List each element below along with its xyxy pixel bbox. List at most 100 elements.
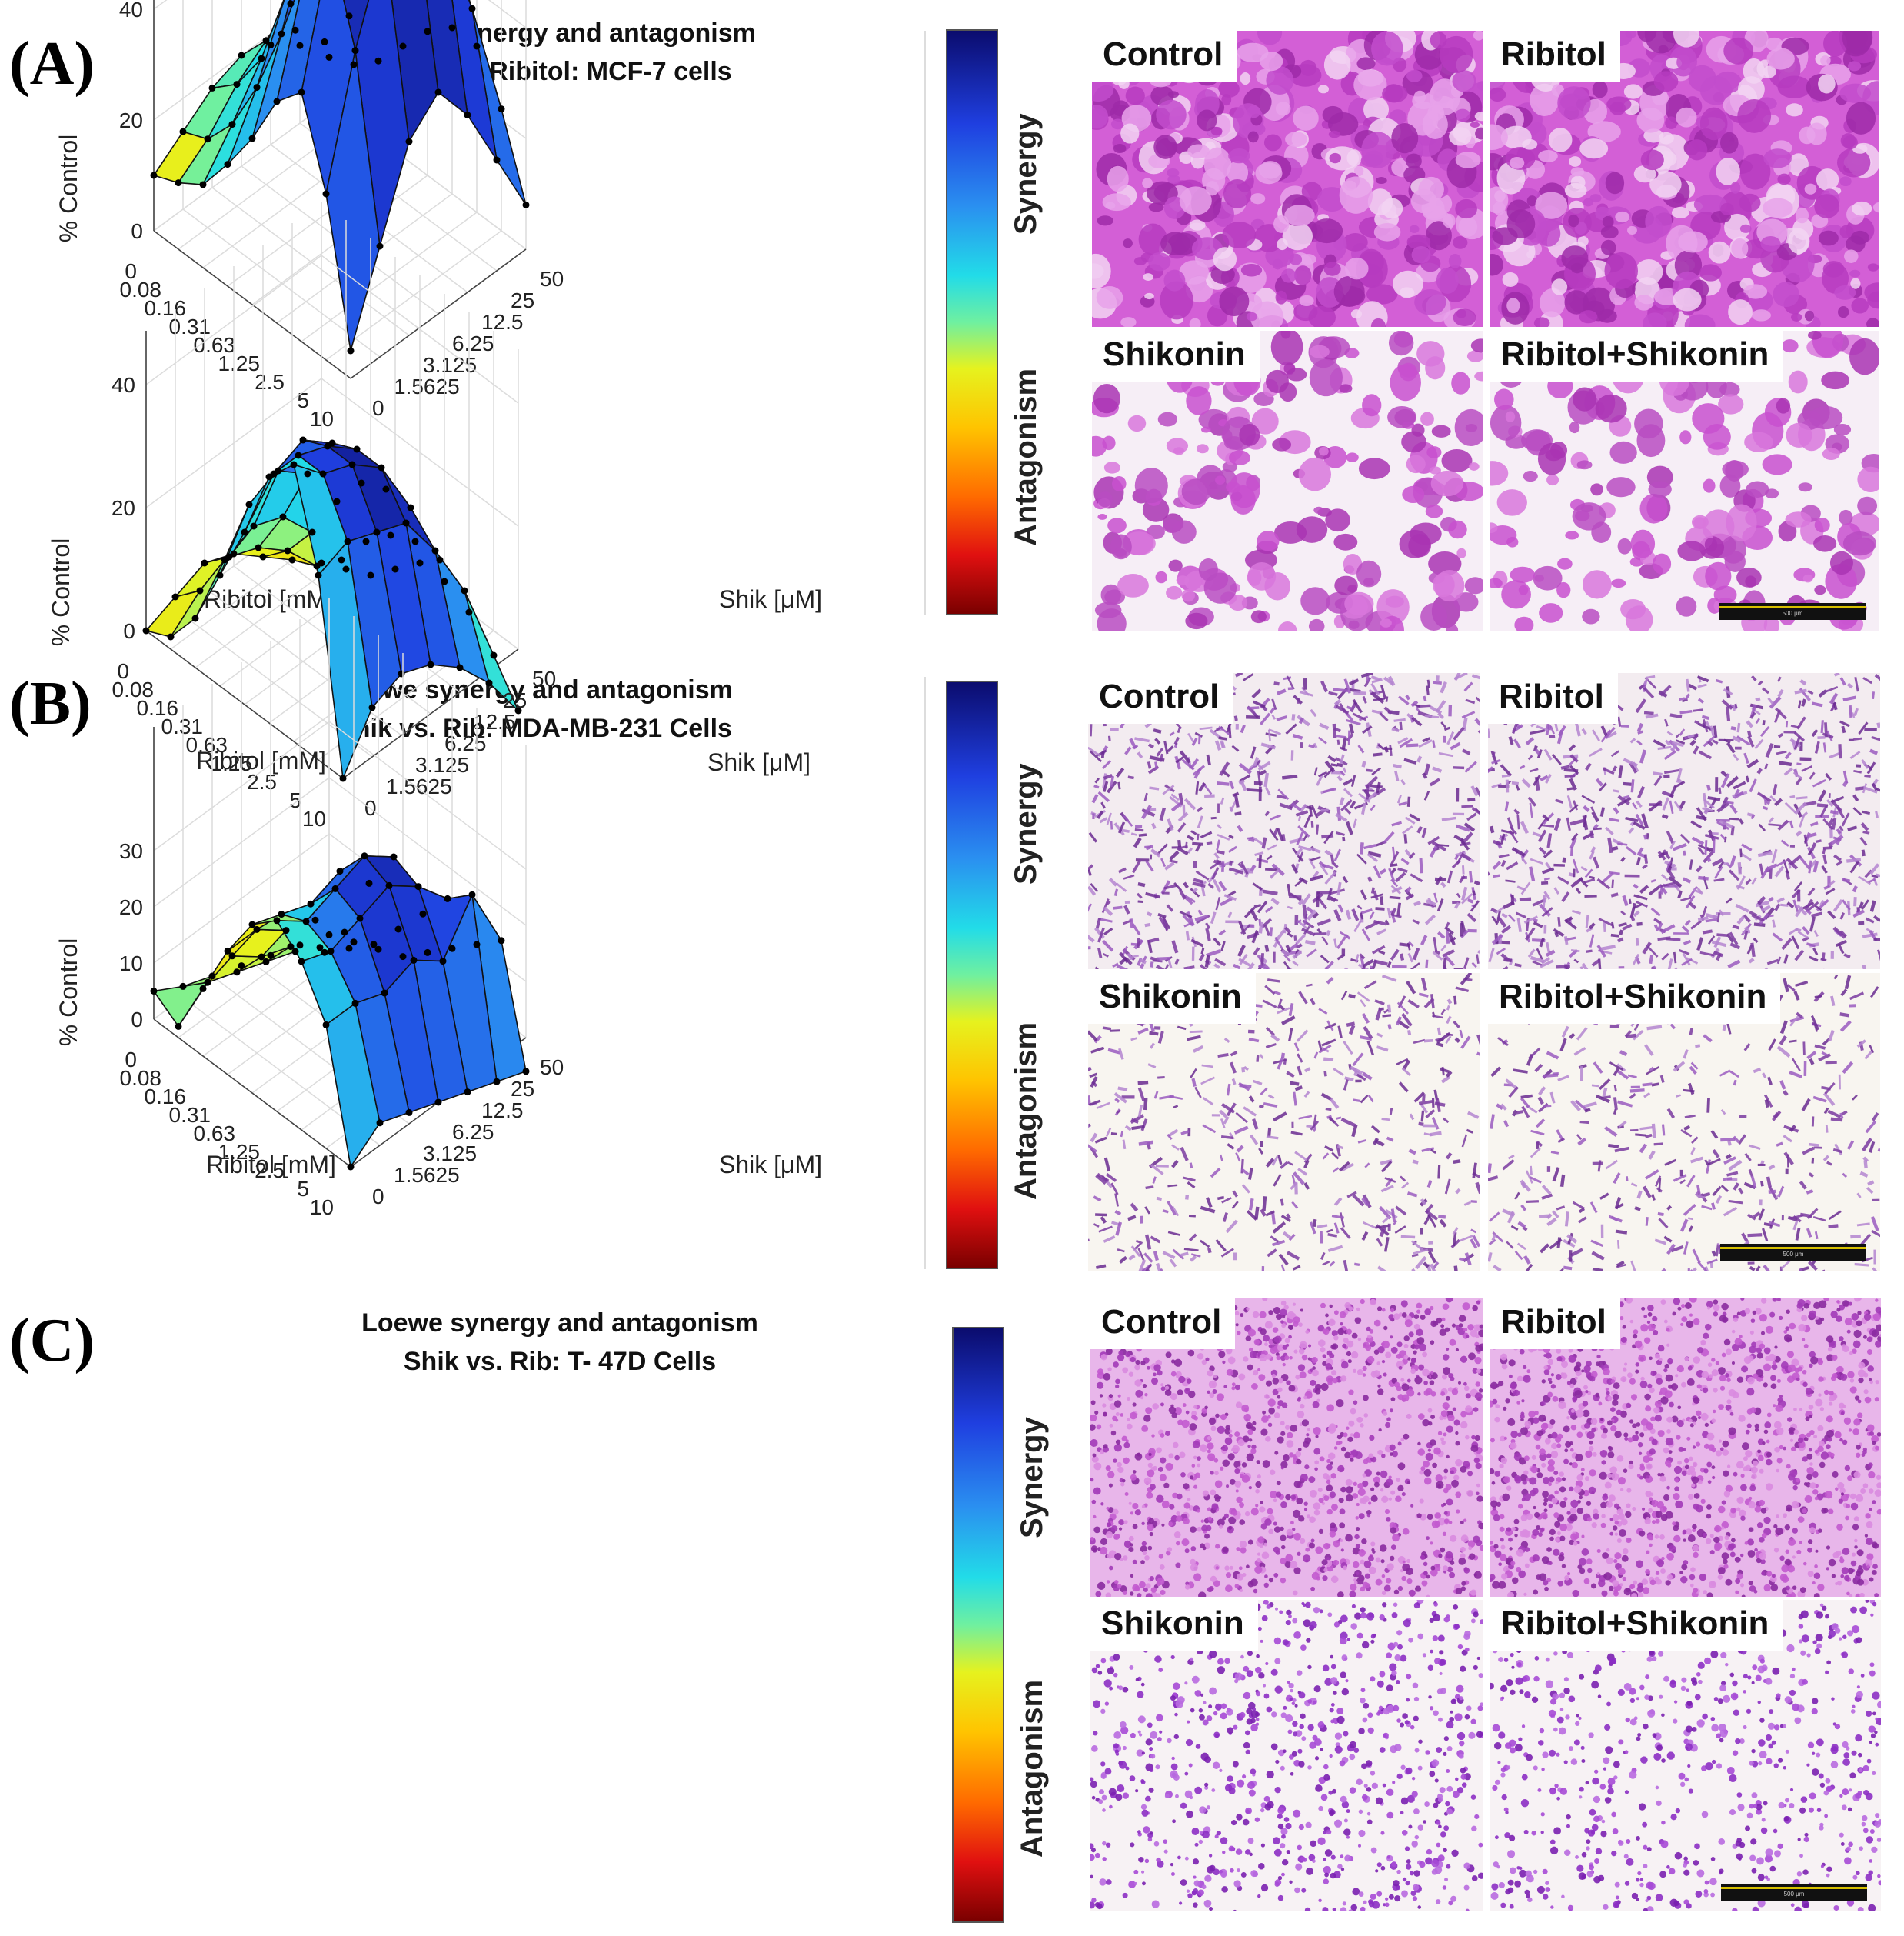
cell: [1247, 1539, 1253, 1545]
cell: [1466, 898, 1474, 904]
cell: [1730, 182, 1741, 194]
cell: [1702, 807, 1713, 812]
cell: [1336, 735, 1346, 738]
cell: [1871, 782, 1878, 791]
cell: [1830, 951, 1834, 959]
cell: [1780, 903, 1789, 907]
scale-bar-label: 500 μm: [1783, 1251, 1804, 1258]
cell: [1762, 805, 1769, 811]
cell: [1370, 682, 1380, 696]
cell: [1343, 1040, 1353, 1055]
cell: [1413, 1038, 1426, 1045]
cell: [1779, 761, 1792, 767]
cell: [1589, 934, 1595, 948]
cell: [1609, 102, 1626, 115]
cell: [1507, 1154, 1515, 1160]
cell: [1173, 1105, 1179, 1108]
cell: [1777, 688, 1784, 698]
cell: [1556, 581, 1571, 598]
cell: [1527, 122, 1547, 145]
data-point: [328, 439, 336, 447]
cell: [1500, 764, 1513, 777]
cell: [1853, 897, 1857, 907]
cell: [1229, 1061, 1237, 1074]
cell: [1491, 783, 1502, 788]
cell: [1429, 466, 1441, 475]
cell: [1856, 1192, 1862, 1198]
cell: [1604, 731, 1617, 740]
cell: [1834, 285, 1856, 300]
cell: [1131, 923, 1141, 935]
cell: [1818, 74, 1836, 94]
cell: [1505, 879, 1516, 883]
cell: [1425, 1209, 1439, 1221]
cell: [1260, 1087, 1268, 1095]
cell: [1093, 785, 1100, 789]
cell: [1382, 1014, 1392, 1018]
cell: [1441, 449, 1473, 472]
cell: [1625, 846, 1637, 856]
cell: [1585, 762, 1592, 771]
cell: [1210, 816, 1217, 820]
cell: [1568, 744, 1576, 751]
cell: [1774, 798, 1783, 807]
cell: [1337, 1025, 1343, 1038]
cell: [1182, 1403, 1187, 1408]
cell: [1673, 843, 1687, 851]
cell: [1561, 1025, 1569, 1038]
cell: [1506, 298, 1520, 314]
cell: [1238, 1081, 1250, 1091]
cell: [1375, 1007, 1383, 1021]
cell: [1103, 773, 1113, 780]
cell: [1445, 1298, 1453, 1303]
cell: [1406, 455, 1426, 474]
cell: [1541, 1193, 1553, 1200]
cell: [1872, 1267, 1880, 1271]
cell: [1806, 1051, 1817, 1060]
cell: [1232, 791, 1240, 798]
cell: [1870, 986, 1879, 998]
cell: [1858, 921, 1865, 925]
cell: [1289, 1452, 1294, 1458]
cell: [1258, 921, 1263, 934]
cell: [1722, 1024, 1727, 1031]
cell: [1712, 1148, 1720, 1158]
cell: [1350, 775, 1356, 787]
cell: [1666, 937, 1681, 941]
cell: [1386, 1417, 1391, 1421]
cell: [1220, 1118, 1226, 1128]
cell: [1789, 738, 1802, 748]
cell: [1376, 1045, 1389, 1052]
data-point: [224, 947, 231, 955]
cell: [1520, 1204, 1527, 1211]
cell: [1511, 781, 1520, 785]
cell: [1598, 782, 1607, 792]
cell: [1541, 907, 1553, 918]
cell: [1382, 1215, 1390, 1224]
cell: [1343, 678, 1351, 694]
cell: [1768, 817, 1775, 823]
cell: [1396, 1341, 1403, 1348]
cell: [1287, 905, 1293, 910]
cell: [1625, 1033, 1636, 1038]
cell: [1409, 1113, 1415, 1121]
cell: [1297, 1065, 1303, 1076]
cell: [1873, 1249, 1876, 1265]
cell: [1764, 799, 1767, 806]
cell: [1763, 65, 1776, 78]
cell: [1713, 951, 1723, 958]
cell: [1258, 854, 1262, 868]
cell: [1774, 865, 1785, 878]
cell: [1223, 1116, 1230, 1125]
cell: [1466, 1128, 1473, 1134]
cell: [1554, 931, 1559, 938]
cell: [1728, 1199, 1743, 1205]
cell: [1347, 730, 1351, 745]
cell: [1664, 718, 1669, 727]
cell: [1807, 689, 1814, 695]
cell: [1096, 1264, 1107, 1270]
cell: [1411, 1253, 1419, 1258]
cell: [1772, 932, 1783, 942]
cell: [1659, 1075, 1665, 1083]
cell: [1746, 758, 1759, 769]
